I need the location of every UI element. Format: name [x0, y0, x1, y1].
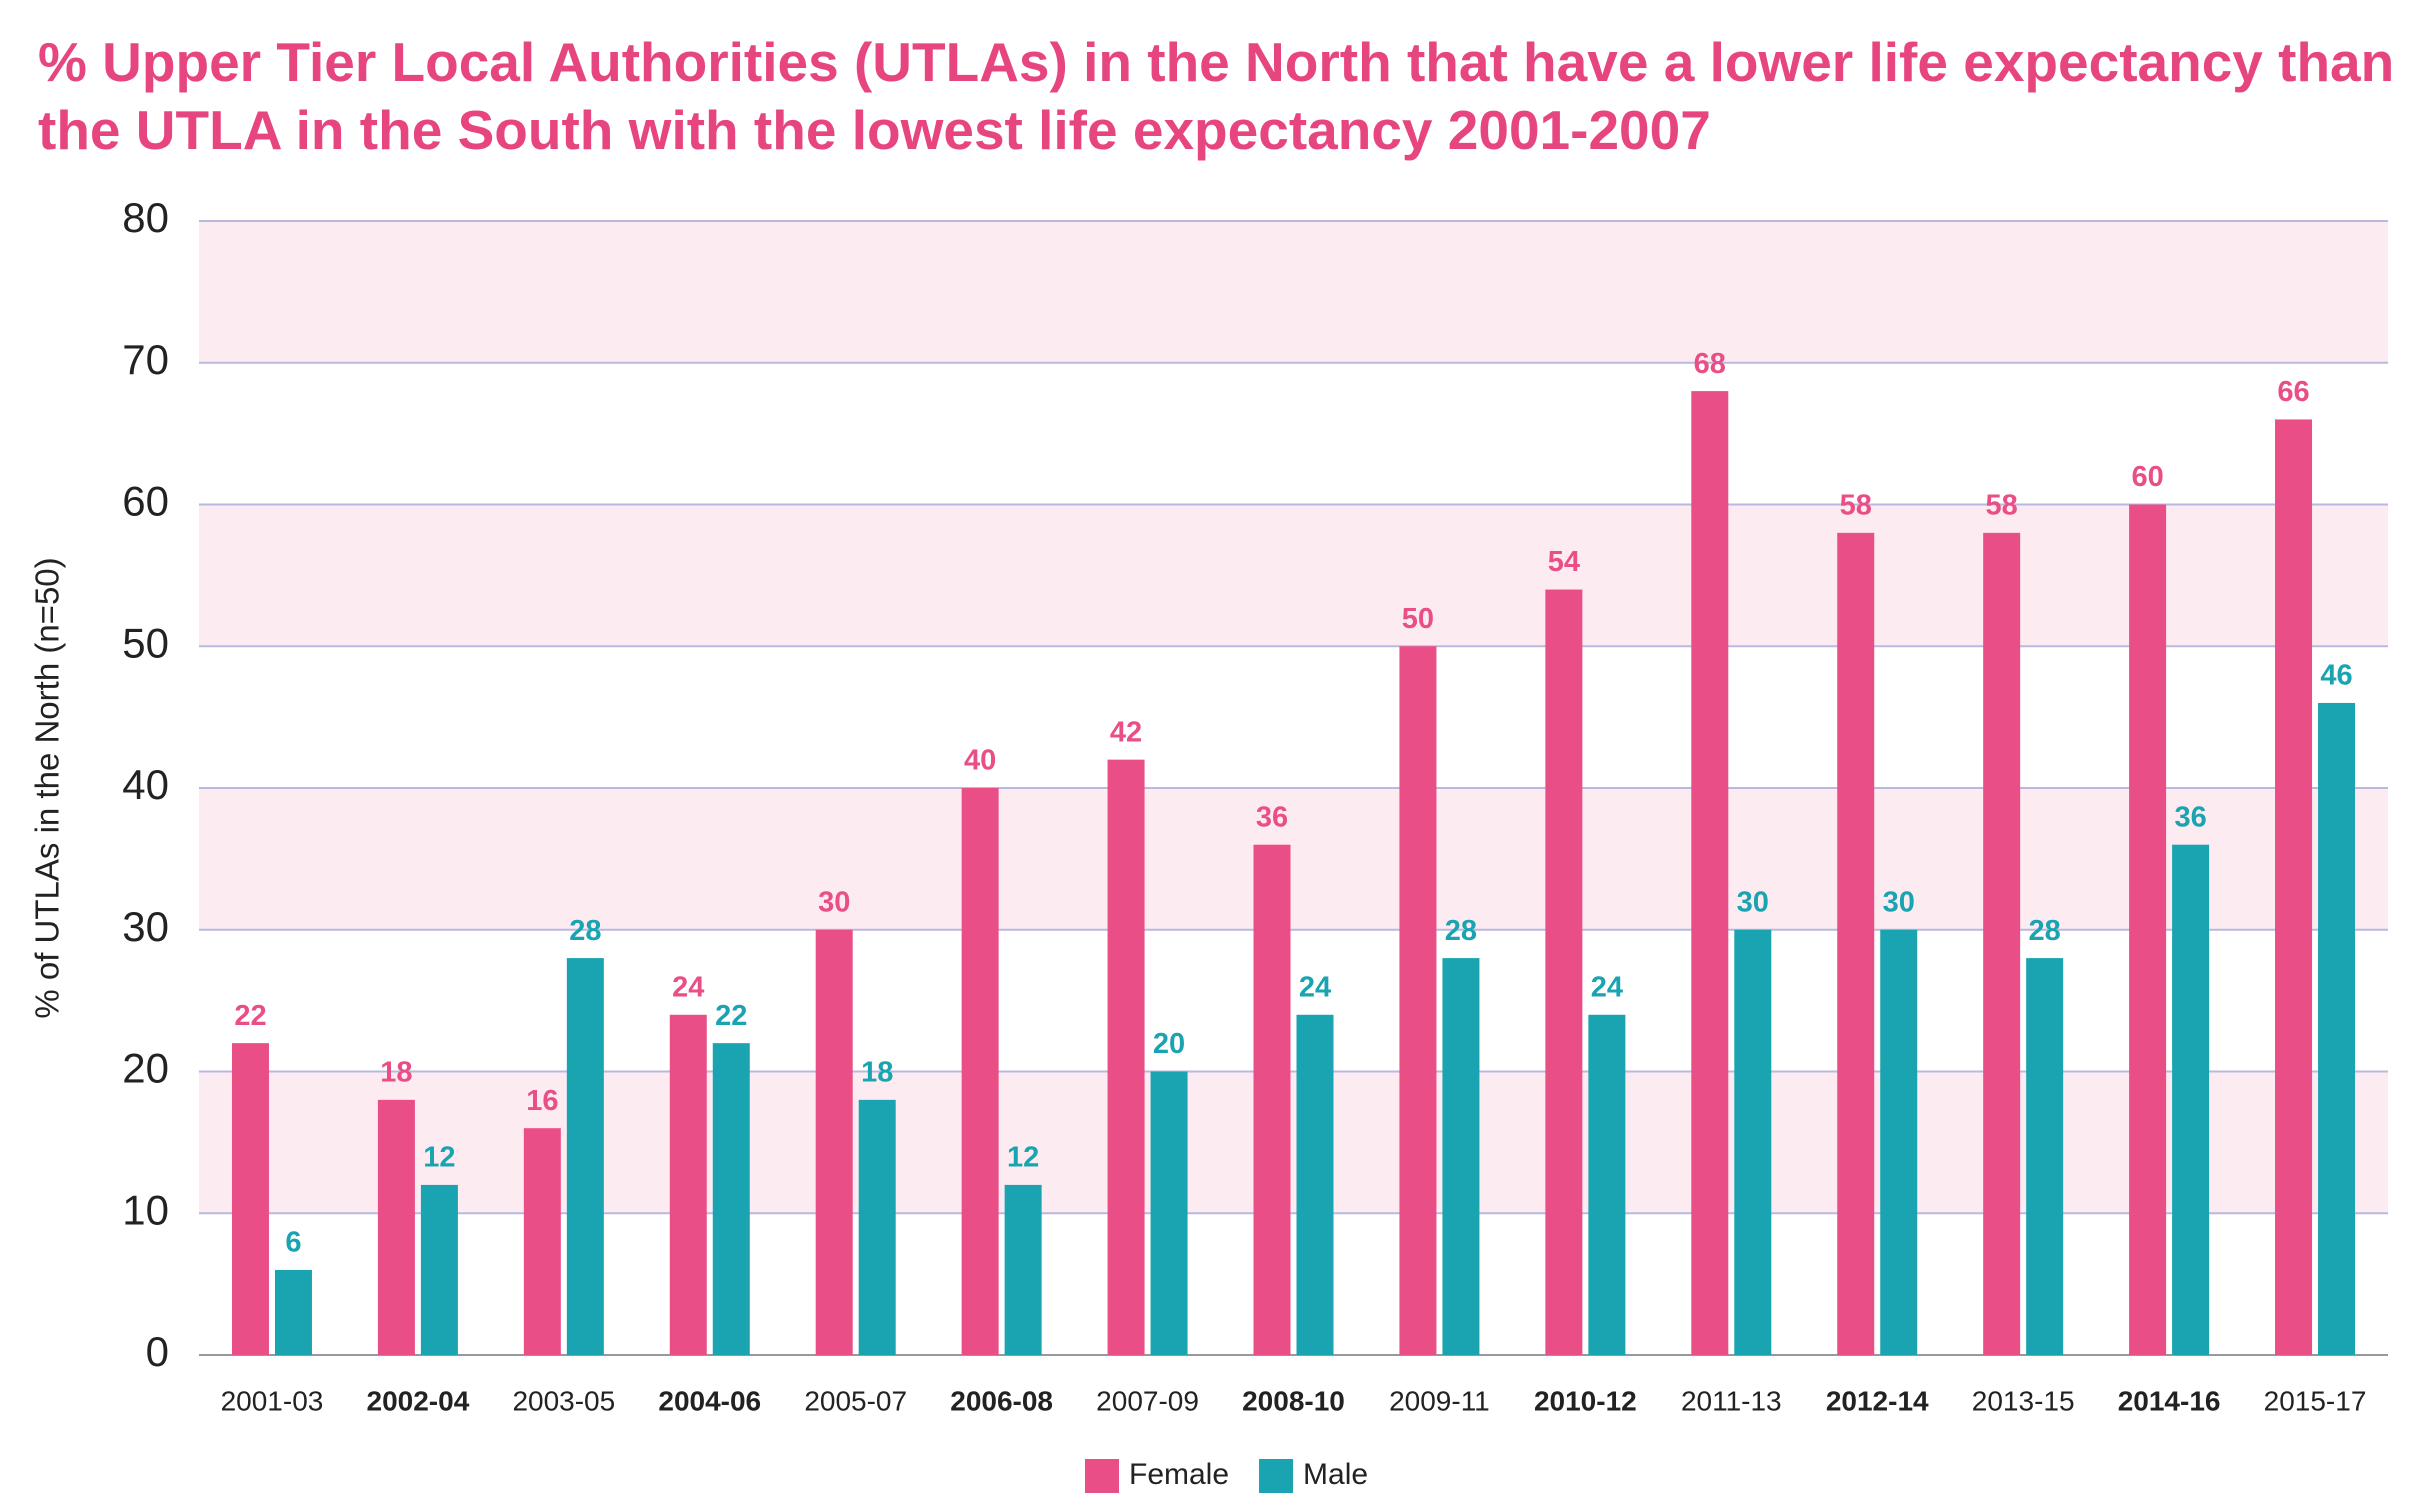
data-label: 18 — [380, 1057, 412, 1089]
x-tick-label: 2011-13 — [1681, 1385, 1782, 1416]
bar — [231, 1043, 269, 1355]
bar — [1107, 759, 1145, 1355]
bar — [1545, 589, 1583, 1355]
data-label: 60 — [2131, 461, 2163, 493]
data-label: 22 — [715, 1000, 747, 1032]
bar — [377, 1099, 415, 1355]
legend-label: Male — [1303, 1458, 1368, 1491]
bar — [1442, 958, 1480, 1355]
data-label: 68 — [1694, 348, 1726, 380]
x-tick-label: 2015-17 — [2264, 1385, 2367, 1416]
data-label: 36 — [2174, 801, 2206, 833]
bar — [1253, 844, 1291, 1355]
data-label: 30 — [1883, 886, 1915, 918]
data-label: 12 — [1007, 1142, 1039, 1174]
legend-label: Female — [1129, 1458, 1229, 1491]
bar — [1734, 929, 1772, 1355]
data-label: 18 — [861, 1057, 893, 1089]
data-label: 50 — [1402, 603, 1434, 635]
data-label: 58 — [1840, 490, 1872, 522]
x-tick-label: 2005-07 — [804, 1385, 907, 1416]
data-label: 58 — [1986, 490, 2018, 522]
x-tick-label: 2006-08 — [950, 1385, 1053, 1416]
data-label: 30 — [1737, 886, 1769, 918]
data-label: 36 — [1256, 801, 1288, 833]
bar — [1399, 646, 1437, 1355]
x-tick-label: 2003-05 — [512, 1385, 615, 1416]
data-label: 16 — [526, 1085, 558, 1117]
x-tick-label: 2010-12 — [1534, 1385, 1637, 1416]
y-tick-label: 40 — [122, 761, 169, 808]
bar — [1296, 1014, 1334, 1355]
bar — [815, 929, 853, 1355]
bar — [1004, 1184, 1042, 1355]
data-label: 24 — [1299, 971, 1331, 1003]
y-axis-label: % of UTLAs in the North (n=50) — [29, 557, 66, 1018]
legend-swatch — [1259, 1459, 1294, 1493]
bar — [1150, 1071, 1188, 1355]
bar — [1983, 532, 2021, 1355]
legend-swatch — [1085, 1459, 1119, 1493]
y-tick-label: 20 — [122, 1045, 169, 1092]
data-label: 46 — [2320, 660, 2352, 692]
bar — [2275, 419, 2313, 1355]
x-tick-label: 2008-10 — [1242, 1385, 1345, 1416]
bar — [2026, 958, 2064, 1355]
data-label: 28 — [1445, 915, 1477, 947]
bar — [669, 1014, 707, 1355]
y-tick-label: 70 — [122, 336, 169, 383]
bar — [2318, 702, 2356, 1355]
data-label: 6 — [285, 1227, 301, 1259]
bar — [1837, 532, 1875, 1355]
background-band — [199, 221, 2388, 363]
data-label: 12 — [423, 1142, 455, 1174]
x-tick-label: 2014-16 — [2118, 1385, 2221, 1416]
y-tick-label: 10 — [122, 1186, 169, 1233]
bar — [420, 1184, 458, 1355]
x-tick-label: 2002-04 — [367, 1385, 470, 1416]
bar — [274, 1269, 312, 1355]
data-label: 22 — [234, 1000, 266, 1032]
data-label: 28 — [569, 915, 601, 947]
bar — [961, 788, 999, 1355]
data-label: 24 — [672, 971, 704, 1003]
x-tick-label: 2009-11 — [1389, 1385, 1490, 1416]
data-label: 30 — [818, 886, 850, 918]
bar — [2129, 504, 2167, 1355]
data-label: 20 — [1153, 1028, 1185, 1060]
y-tick-label: 30 — [122, 903, 169, 950]
x-tick-label: 2013-15 — [1972, 1385, 2075, 1416]
bar — [1880, 929, 1918, 1355]
x-tick-label: 2001-03 — [221, 1385, 324, 1416]
background-band — [199, 788, 2388, 930]
data-label: 42 — [1110, 716, 1142, 748]
bar — [566, 958, 604, 1355]
bar — [523, 1128, 561, 1355]
data-label: 24 — [1591, 971, 1623, 1003]
bar — [858, 1099, 896, 1355]
bar — [712, 1043, 750, 1355]
chart-title: % Upper Tier Local Authorities (UTLAs) i… — [38, 31, 2395, 161]
x-tick-label: 2004-06 — [658, 1385, 761, 1416]
y-tick-label: 60 — [122, 478, 169, 525]
y-tick-label: 50 — [122, 619, 169, 666]
data-label: 40 — [964, 745, 996, 777]
background-band — [199, 504, 2388, 647]
x-tick-label: 2012-14 — [1826, 1385, 1929, 1416]
y-tick-label: 80 — [122, 194, 169, 241]
y-tick-label: 0 — [146, 1328, 169, 1375]
bar — [2172, 844, 2210, 1355]
bar — [1588, 1014, 1626, 1355]
data-label: 54 — [1548, 546, 1580, 578]
data-label: 66 — [2277, 376, 2309, 408]
x-tick-label: 2007-09 — [1096, 1385, 1199, 1416]
data-label: 28 — [2029, 915, 2061, 947]
background-band — [199, 1071, 2388, 1214]
bar — [1691, 391, 1729, 1356]
